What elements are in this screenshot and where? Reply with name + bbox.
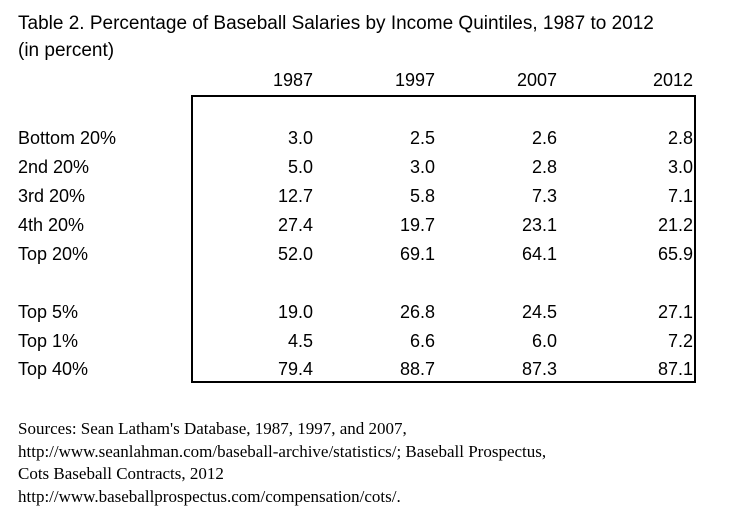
table-cell: 19.7 xyxy=(399,215,435,235)
table-row: Top 1% 4.5 6.6 6.0 7.2 xyxy=(0,327,737,356)
table-cell: 21.2 xyxy=(657,215,693,235)
table-cell: 87.1 xyxy=(657,359,693,379)
table-cell: 23.1 xyxy=(521,215,557,235)
table-row: 3rd 20% 12.7 5.8 7.3 7.1 xyxy=(0,182,737,211)
table-cell: 88.7 xyxy=(399,359,435,379)
column-header-2007: 2007 xyxy=(516,70,557,90)
sources-line: http://www.seanlahman.com/baseball-archi… xyxy=(18,441,547,461)
column-header-1987: 1987 xyxy=(272,70,313,90)
table-cell: 65.9 xyxy=(657,244,693,264)
table-cell: 5.8 xyxy=(409,186,435,206)
table-row: 2nd 20% 5.0 3.0 2.8 3.0 xyxy=(0,153,737,182)
row-label: 3rd 20% xyxy=(18,186,86,206)
row-label: Top 40% xyxy=(18,359,89,379)
table-cell: 79.4 xyxy=(277,359,313,379)
sources-line: Sources: Sean Latham's Database, 1987, 1… xyxy=(18,419,407,438)
row-label: 2nd 20% xyxy=(18,157,90,177)
table-cell: 19.0 xyxy=(277,302,313,322)
sources-line: http://www.baseballprospectus.com/compen… xyxy=(18,486,401,506)
table-cell: 2.8 xyxy=(531,157,557,177)
table-cell: 27.1 xyxy=(657,302,693,322)
table-cell: 6.0 xyxy=(531,331,557,351)
sources-note: Sources: Sean Latham's Database, 1987, 1… xyxy=(18,418,723,508)
table-cell: 26.8 xyxy=(399,302,435,322)
table-row: Top 40% 79.4 88.7 87.3 87.1 xyxy=(0,355,737,384)
table-cell: 6.6 xyxy=(409,331,435,351)
table-cell: 27.4 xyxy=(277,215,313,235)
row-label: Top 5% xyxy=(18,302,79,322)
table-row: Top 5% 19.0 26.8 24.5 27.1 xyxy=(0,298,737,327)
table-cell: 24.5 xyxy=(521,302,557,322)
table-subtitle: (in percent) xyxy=(18,40,115,61)
table-cell: 7.3 xyxy=(531,186,557,206)
table-cell: 52.0 xyxy=(277,244,313,264)
table-cell: 64.1 xyxy=(521,244,557,264)
table-cell: 2.6 xyxy=(531,128,557,148)
table-cell: 12.7 xyxy=(277,186,313,206)
row-label: Bottom 20% xyxy=(18,128,117,148)
table-cell: 2.8 xyxy=(667,128,693,148)
column-header-2012: 2012 xyxy=(652,70,693,90)
table-cell: 7.1 xyxy=(667,186,693,206)
table-cell: 4.5 xyxy=(287,331,313,351)
column-header-1997: 1997 xyxy=(394,70,435,90)
table-border xyxy=(191,95,696,383)
table-row: Top 20% 52.0 69.1 64.1 65.9 xyxy=(0,240,737,269)
table-cell: 3.0 xyxy=(667,157,693,177)
row-label: Top 1% xyxy=(18,331,79,351)
row-label: 4th 20% xyxy=(18,215,85,235)
table-row: 4th 20% 27.4 19.7 23.1 21.2 xyxy=(0,211,737,240)
table-cell: 2.5 xyxy=(409,128,435,148)
table-row: Bottom 20% 3.0 2.5 2.6 2.8 xyxy=(0,124,737,153)
table-cell: 3.0 xyxy=(409,157,435,177)
table-cell: 69.1 xyxy=(399,244,435,264)
table-cell: 87.3 xyxy=(521,359,557,379)
table-cell: 5.0 xyxy=(287,157,313,177)
table-title: Table 2. Percentage of Baseball Salaries… xyxy=(18,13,654,34)
row-label: Top 20% xyxy=(18,244,89,264)
table-cell: 7.2 xyxy=(667,331,693,351)
table-cell: 3.0 xyxy=(287,128,313,148)
sources-line: Cots Baseball Contracts, 2012 xyxy=(18,464,224,483)
